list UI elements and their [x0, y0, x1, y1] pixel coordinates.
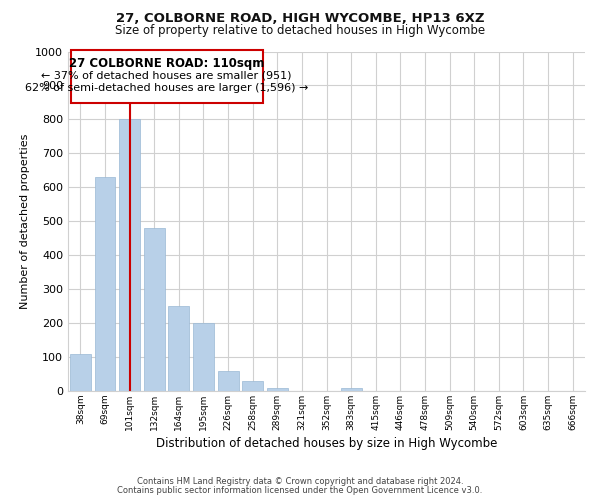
FancyBboxPatch shape — [71, 50, 263, 103]
Bar — [169, 306, 190, 391]
Bar — [119, 120, 140, 391]
Bar — [242, 380, 263, 391]
Text: 62% of semi-detached houses are larger (1,596) →: 62% of semi-detached houses are larger (… — [25, 82, 308, 92]
Bar — [70, 354, 91, 391]
Bar — [218, 370, 239, 391]
Text: Contains HM Land Registry data © Crown copyright and database right 2024.: Contains HM Land Registry data © Crown c… — [137, 477, 463, 486]
Text: Size of property relative to detached houses in High Wycombe: Size of property relative to detached ho… — [115, 24, 485, 37]
Bar — [95, 177, 115, 391]
Text: 27, COLBORNE ROAD, HIGH WYCOMBE, HP13 6XZ: 27, COLBORNE ROAD, HIGH WYCOMBE, HP13 6X… — [116, 12, 484, 26]
Text: Contains public sector information licensed under the Open Government Licence v3: Contains public sector information licen… — [118, 486, 482, 495]
Text: 27 COLBORNE ROAD: 110sqm: 27 COLBORNE ROAD: 110sqm — [69, 56, 264, 70]
Y-axis label: Number of detached properties: Number of detached properties — [20, 134, 29, 309]
Text: ← 37% of detached houses are smaller (951): ← 37% of detached houses are smaller (95… — [41, 70, 292, 80]
Bar — [267, 388, 288, 391]
Bar — [341, 388, 362, 391]
Bar — [193, 323, 214, 391]
Bar — [144, 228, 165, 391]
X-axis label: Distribution of detached houses by size in High Wycombe: Distribution of detached houses by size … — [156, 437, 497, 450]
